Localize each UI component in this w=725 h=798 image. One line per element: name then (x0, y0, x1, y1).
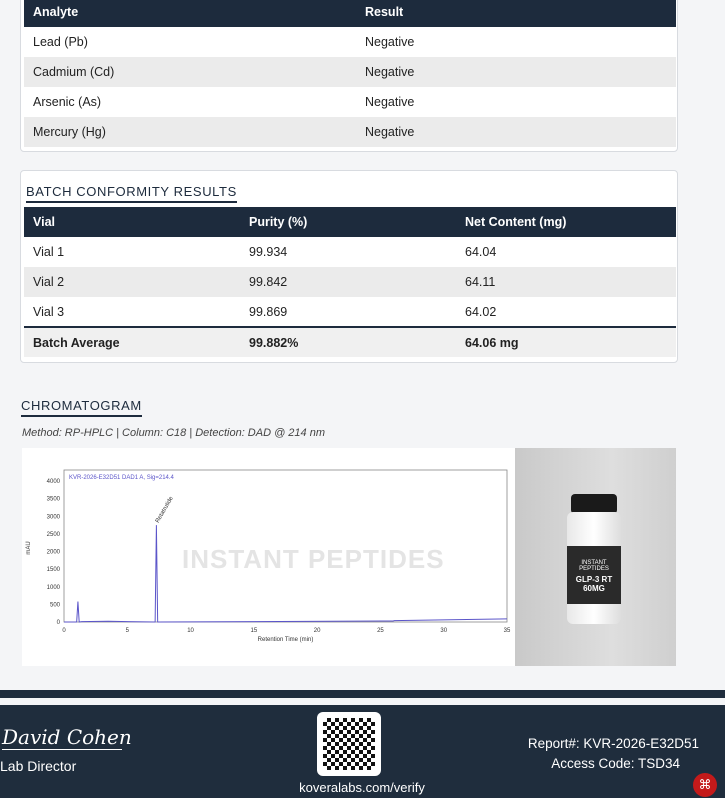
table-row: Vial 1 99.934 64.04 (24, 237, 676, 267)
vial: Vial 3 (33, 304, 65, 319)
heavy-metals-table: Analyte Result Lead (Pb) Negative Cadmium … (24, 0, 676, 147)
average-row: Batch Average 99.882% 64.06 mg (24, 326, 676, 357)
x-tick-label: 10 (187, 628, 194, 634)
net-content: 64.04 (465, 245, 497, 259)
y-tick-label: 4000 (47, 479, 61, 485)
col-header: Vial (24, 207, 240, 237)
vial: Vial 1 (33, 245, 65, 259)
y-tick-label: 2500 (47, 532, 61, 538)
result: Negative (365, 35, 415, 49)
chart-title: KVR-2026-E32D51 DAD1 A, Sig=214.4 (69, 475, 175, 481)
col-header: Analyte (24, 0, 356, 27)
y-tick-label: 3000 (47, 514, 61, 520)
y-tick-label: 500 (50, 602, 61, 608)
analyte: Mercury (Hg) (24, 117, 356, 147)
footer: David Cohen Lab Director koveralabs.com/… (0, 705, 725, 798)
result: Negative (356, 117, 676, 147)
chromatogram-title: CHROMATOGRAM (21, 398, 142, 417)
y-tick-label: 0 (57, 620, 61, 626)
table-row: Mercury (Hg) Negative (24, 117, 676, 147)
x-tick-label: 35 (504, 628, 511, 634)
y-tick-label: 2000 (47, 550, 61, 556)
vial-cap (571, 494, 617, 514)
x-tick-label: 15 (251, 628, 258, 634)
verify-url[interactable]: koveralabs.com/verify (299, 780, 425, 795)
y-tick-label: 1000 (47, 585, 61, 591)
purity: 99.842 (240, 267, 456, 297)
table-row: Arsenic (As) Negative (24, 87, 676, 117)
vial: Vial 2 (24, 267, 240, 297)
x-tick-label: 30 (440, 628, 447, 634)
x-tick-label: 25 (377, 628, 384, 634)
col-header: Result (356, 0, 676, 27)
watermark: INSTANT PEPTIDES (182, 544, 445, 574)
x-tick-label: 0 (62, 628, 66, 634)
y-tick-label: 3500 (47, 497, 61, 503)
table-row: Cadmium (Cd) Negative (24, 57, 676, 87)
vial-product: GLP-3 RT (575, 575, 613, 584)
analyte: Arsenic (As) (33, 95, 102, 109)
plot-frame (63, 469, 508, 623)
x-tick-label: 20 (314, 628, 321, 634)
y-axis-label: mAU (26, 541, 32, 554)
signature: David Cohen (2, 725, 132, 750)
signer-title: Lab Director (0, 758, 77, 774)
series-line (64, 525, 508, 623)
vial-dose: 60MG (583, 584, 605, 593)
vial-photo: INSTANT PEPTIDES GLP-3 RT 60MG (515, 448, 676, 666)
x-tick-label: 5 (126, 628, 130, 634)
col-header: Purity (%) (240, 207, 456, 237)
chromatogram-chart: INSTANT PEPTIDES 0 5 10 15 20 25 30 35 0 500 1000 15… (26, 469, 511, 643)
y-tick-label: 1500 (47, 567, 61, 573)
vial-brand: INSTANT PEPTIDES (579, 560, 609, 572)
purity: 99.869 (249, 304, 288, 319)
access-code: Access Code: TSD34 (551, 756, 680, 771)
method-text: Method: RP-HPLC | Column: C18 | Detectio… (22, 427, 325, 439)
avg-content: 64.06 mg (456, 326, 676, 357)
col-header: Net Content (mg) (456, 207, 676, 237)
x-axis-label: Retention Time (min) (258, 637, 314, 643)
analyte: Lead (Pb) (33, 35, 88, 49)
table-row: Vial 3 99.869 64.02 (24, 297, 676, 327)
heavy-metals-card: Analyte Result Lead (Pb) Negative Cadmium … (20, 0, 678, 152)
report-number: Report#: KVR-2026-E32D51 (527, 736, 699, 751)
analyte: Cadmium (Cd) (24, 57, 356, 87)
table-row: Vial 2 99.842 64.11 (24, 267, 676, 297)
net-content: 64.02 (465, 304, 497, 319)
pdf-icon[interactable]: ⌘ (693, 773, 717, 797)
table-row: Lead (Pb) Negative (24, 27, 676, 57)
net-content: 64.11 (456, 267, 676, 297)
purity: 99.934 (249, 245, 288, 259)
avg-purity: 99.882% (240, 326, 456, 357)
result: Negative (365, 95, 415, 109)
vial-label: INSTANT PEPTIDES GLP-3 RT 60MG (567, 546, 621, 604)
section-title: BATCH CONFORMITY RESULTS (26, 184, 237, 203)
batch-card: BATCH CONFORMITY RESULTS Vial Purity (%) N… (20, 170, 678, 363)
avg-label: Batch Average (24, 326, 240, 357)
qr-code (317, 712, 381, 776)
peak-label: Retatrutide (155, 495, 175, 524)
result: Negative (356, 57, 676, 87)
batch-table: Vial Purity (%) Net Content (mg) Vial 1 99.… (24, 207, 676, 357)
footer-divider (0, 690, 725, 698)
